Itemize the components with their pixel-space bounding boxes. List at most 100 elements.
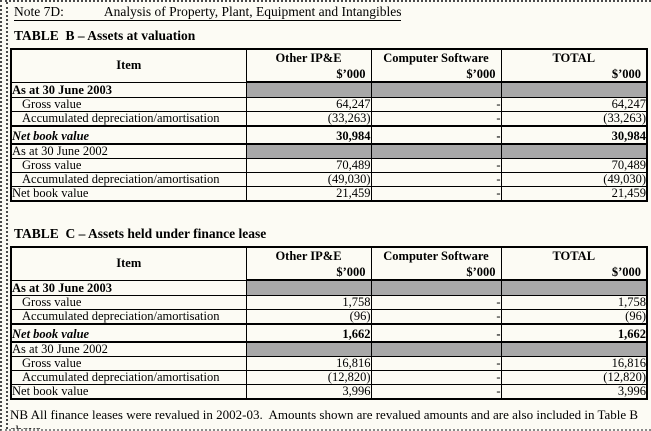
table-row: Gross value 64,247-64,247 [10, 96, 648, 112]
value-cell: (33,263) [500, 110, 648, 126]
column-header: Other IP&E [245, 48, 372, 67]
assets-table-c: Item Other IP&E Computer Software TOTAL $’00… [10, 246, 648, 400]
unit-label: $’000 [245, 67, 372, 83]
table-body: As at 30 June 2003 Gross value 64,247-64,2… [10, 81, 648, 202]
section-heading: As at 30 June 2002 [10, 143, 247, 159]
table-c-title: TABLE C – Assets held under finance leas… [14, 226, 267, 241]
table-b-title: TABLE B – Assets at valuation [14, 28, 196, 43]
table-row: Net book value 1,662-1,662 [10, 322, 648, 343]
table-row: Net book value 3,996-3,996 [10, 384, 648, 400]
note-title: Analysis of Property, Plant, Equipment a… [103, 4, 402, 19]
row-label: Accumulated depreciation/amortisation [10, 110, 247, 126]
value-cell: 3,996 [245, 384, 372, 400]
section-row: As at 30 June 2002 [10, 143, 648, 159]
row-label: Net book value [10, 186, 247, 202]
value-cell: - [370, 124, 502, 145]
column-header: Computer Software [370, 48, 502, 67]
header-row-names: Item Other IP&E Computer Software TOTAL [10, 48, 648, 82]
value-cell: - [370, 96, 502, 112]
shaded-cell [245, 143, 372, 159]
table-body: As at 30 June 2003 Gross value 1,758-1,758… [10, 279, 648, 400]
value-cell: - [370, 370, 502, 385]
section-row: As at 30 June 2002 [10, 341, 648, 357]
value-cell: - [370, 322, 502, 343]
value-cell: (96) [500, 308, 648, 324]
shaded-cell [500, 279, 648, 296]
value-cell: 30,984 [245, 124, 372, 145]
row-label: Gross value [10, 158, 247, 173]
unit-label: $’000 [500, 265, 648, 281]
row-label: Gross value [10, 294, 247, 310]
shaded-cell [370, 143, 502, 159]
value-cell: 21,459 [245, 186, 372, 202]
unit-label: $’000 [500, 67, 648, 83]
column-header: Computer Software [370, 246, 502, 265]
row-label: Gross value [10, 96, 247, 112]
column-header: TOTAL [500, 48, 648, 67]
value-cell: 64,247 [245, 96, 372, 112]
table-row: Gross value 16,816-16,816 [10, 356, 648, 371]
value-cell: 64,247 [500, 96, 648, 112]
value-cell: 1,758 [500, 294, 648, 310]
value-cell: 16,816 [500, 356, 648, 371]
column-header-item: Item [10, 48, 247, 82]
shaded-cell [370, 279, 502, 296]
shaded-cell [245, 81, 372, 98]
unit-label: $’000 [245, 265, 372, 281]
value-cell: (12,820) [500, 370, 648, 385]
value-cell: - [370, 384, 502, 400]
value-cell: (12,820) [245, 370, 372, 385]
row-label: Gross value [10, 356, 247, 371]
row-label: Net book value [10, 124, 247, 145]
table-row: Accumulated depreciation/amortisation (12… [10, 370, 648, 385]
value-cell: 70,489 [500, 158, 648, 173]
note-label: Note 7D: [14, 4, 64, 19]
table-row: Accumulated depreciation/amortisation (49… [10, 172, 648, 187]
shaded-cell [370, 81, 502, 98]
value-cell: 30,984 [500, 124, 648, 145]
footnote: NB All finance leases were revalued in 2… [10, 407, 642, 431]
shaded-cell [245, 341, 372, 357]
shaded-cell [500, 143, 648, 159]
section-heading: As at 30 June 2003 [10, 279, 247, 296]
value-cell: 21,459 [500, 186, 648, 202]
shaded-cell [370, 341, 502, 357]
value-cell: 70,489 [245, 158, 372, 173]
row-label: Net book value [10, 384, 247, 400]
value-cell: - [370, 356, 502, 371]
value-cell: (49,030) [245, 172, 372, 187]
row-label: Accumulated depreciation/amortisation [10, 308, 247, 324]
table-row: Gross value 70,489-70,489 [10, 158, 648, 173]
table-row: Accumulated depreciation/amortisation (33… [10, 110, 648, 126]
table-header: Item Other IP&E Computer Software TOTAL $’00… [10, 246, 648, 281]
shaded-cell [500, 81, 648, 98]
assets-table-b: Item Other IP&E Computer Software TOTAL $’00… [10, 48, 648, 202]
value-cell: 1,662 [500, 322, 648, 343]
table-row: Net book value 21,459-21,459 [10, 186, 648, 202]
section-row: As at 30 June 2003 [10, 81, 648, 98]
value-cell: - [370, 294, 502, 310]
value-cell: (49,030) [500, 172, 648, 187]
header-row-units: $’000 $’000 $’000 [11, 265, 648, 281]
page-edge-dotted-line [6, 2, 8, 429]
row-label: Accumulated depreciation/amortisation [10, 172, 247, 187]
shaded-cell [245, 279, 372, 296]
note-heading-underline: Note 7D: Analysis of Property, Plant, Equ… [14, 4, 402, 21]
value-cell: (33,263) [245, 110, 372, 126]
column-header: TOTAL [500, 246, 648, 265]
unit-label: $’000 [370, 67, 502, 83]
column-header: Other IP&E [245, 246, 372, 265]
unit-label: $’000 [370, 265, 502, 281]
value-cell: 16,816 [245, 356, 372, 371]
value-cell: - [370, 308, 502, 324]
section-heading: As at 30 June 2002 [10, 341, 247, 357]
tables-container: TABLE B – Assets at valuation Item Other I… [2, 28, 651, 400]
section-heading: As at 30 June 2003 [10, 81, 247, 98]
value-cell: - [370, 110, 502, 126]
value-cell: (96) [245, 308, 372, 324]
row-label: Accumulated depreciation/amortisation [10, 370, 247, 385]
shaded-cell [500, 341, 648, 357]
row-label: Net book value [10, 322, 247, 343]
value-cell: 1,662 [245, 322, 372, 343]
